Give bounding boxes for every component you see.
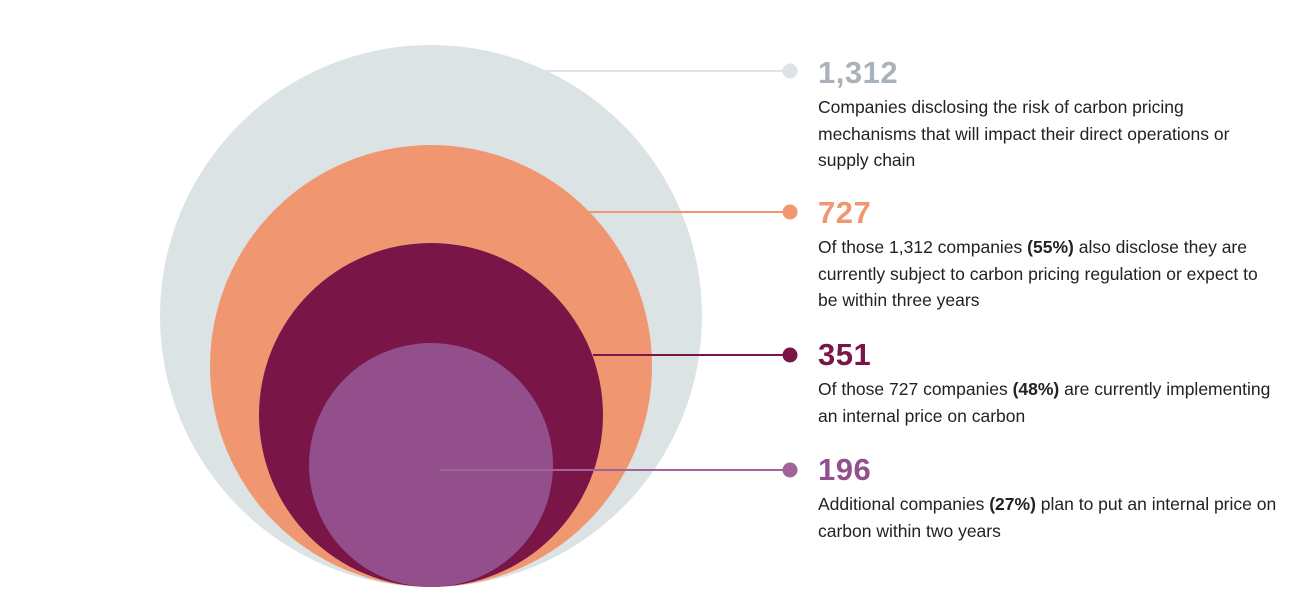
percentage-text: (55%) <box>1027 237 1074 257</box>
leader-dot <box>782 462 798 478</box>
stat-number: 727 <box>818 195 872 230</box>
leader-dot <box>782 63 798 79</box>
description-text: plan to put an internal price on carbon … <box>818 494 1277 541</box>
stat-description: Additional companies (27%) plan to put a… <box>818 491 1278 544</box>
description-text: Additional companies <box>818 494 990 514</box>
leader-dot <box>782 204 798 220</box>
description-text: Companies disclosing the risk of carbon … <box>818 97 1230 170</box>
stat-item: 727 Of those 1,312 companies (55%) also d… <box>818 196 1278 314</box>
stat-item: 196 Additional companies (27%) plan to pu… <box>818 453 1278 544</box>
stat-item: 351 Of those 727 companies (48%) are curr… <box>818 338 1278 429</box>
stat-description: Companies disclosing the risk of carbon … <box>818 94 1278 174</box>
leader-dot <box>782 347 798 363</box>
stat-item: 1,312 Companies disclosing the risk of ca… <box>818 56 1278 174</box>
description-text: Of those 1,312 companies <box>818 237 1028 257</box>
percentage-text: (27%) <box>989 494 1036 514</box>
circle-196 <box>309 343 553 587</box>
stat-description: Of those 727 companies (48%) are current… <box>818 376 1278 429</box>
description-text: Of those 727 companies <box>818 379 1013 399</box>
stat-description: Of those 1,312 companies (55%) also disc… <box>818 234 1278 314</box>
description-text: also disclose they are currently subject… <box>818 237 1258 310</box>
percentage-text: (48%) <box>1012 379 1060 399</box>
stat-number: 1,312 <box>818 55 899 90</box>
description-text: are currently implementing an internal p… <box>818 379 1271 426</box>
stat-number: 196 <box>818 452 872 487</box>
stat-number: 351 <box>818 337 872 372</box>
